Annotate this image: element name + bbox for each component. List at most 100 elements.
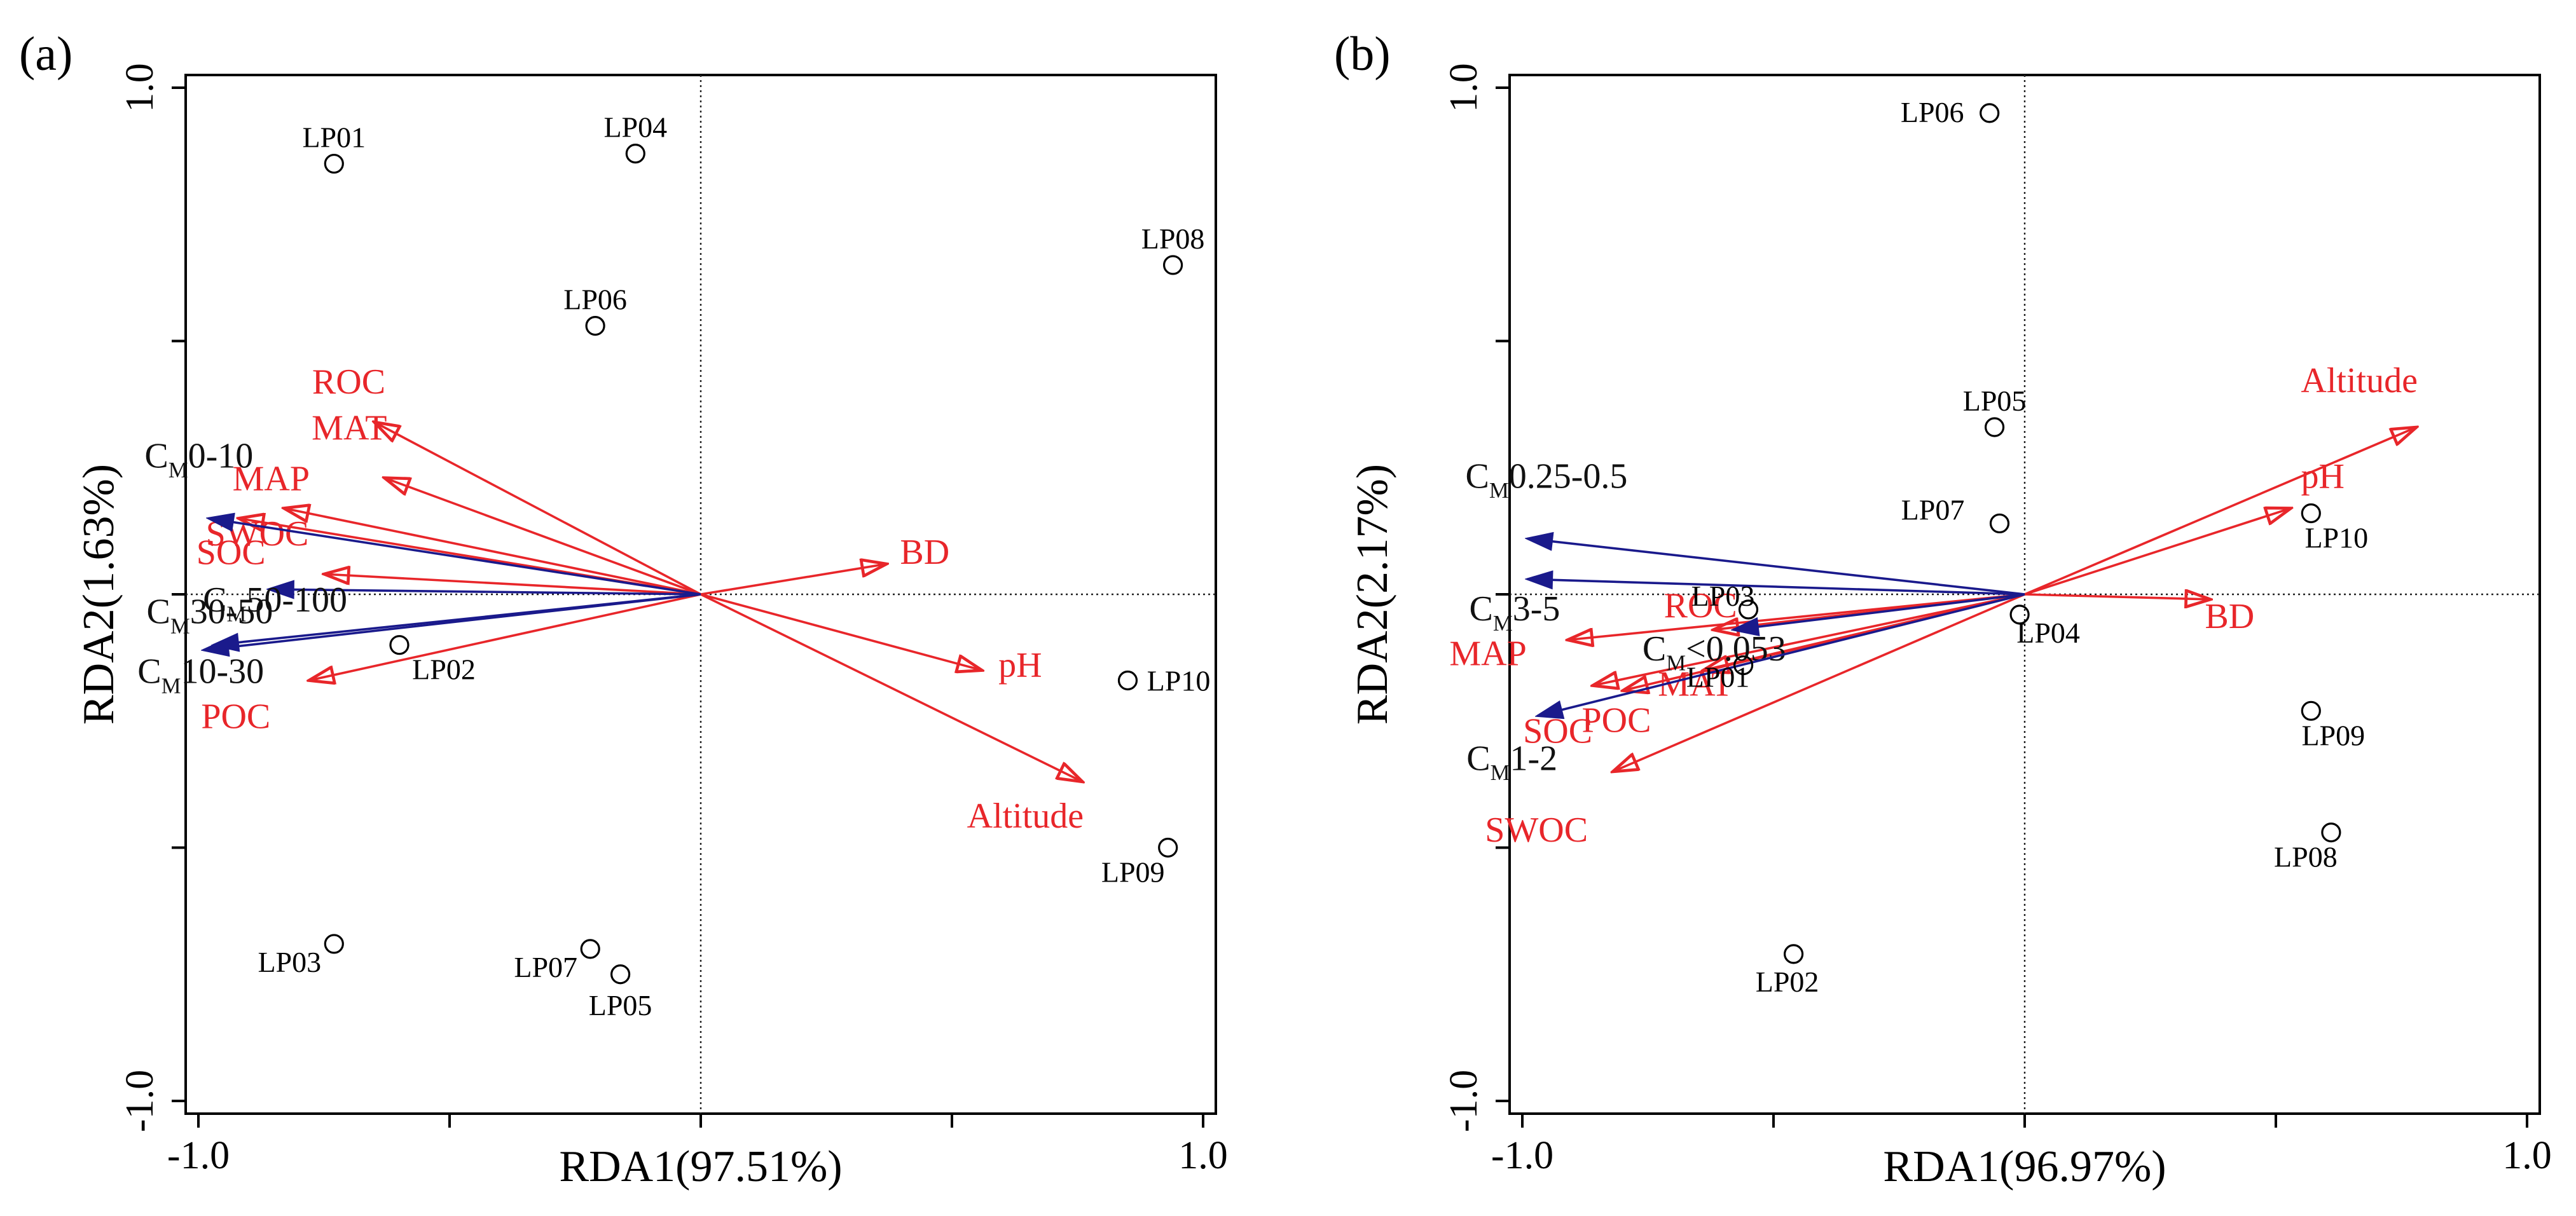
arrow-label-subscript: M: [227, 602, 247, 627]
response-arrow-0-25-0-5-label: CM0.25-0.5: [1465, 456, 1627, 503]
env-arrow-map-label: MAP: [1449, 634, 1526, 674]
arrow-label-main: MAP: [233, 460, 310, 499]
site-lp02-marker: [1784, 944, 1804, 964]
arrow-label-main: C: [203, 580, 226, 620]
arrow-label-subscript: M: [1489, 478, 1509, 503]
site-lp03-label: LP03: [1691, 580, 1755, 612]
site-lp05-marker: [1985, 417, 2005, 437]
arrow-label-suffix: 10-30: [181, 652, 264, 692]
response-arrow-50-100: [269, 589, 701, 594]
arrow-label-main: SOC: [196, 533, 266, 572]
arrow-label-main: C: [144, 436, 168, 475]
response-arrow-3-5-label: CM3-5: [1469, 589, 1560, 636]
site-lp07-marker: [580, 939, 600, 959]
env-arrow-map-label: MAP: [233, 460, 310, 499]
site-lp06-marker: [1980, 103, 2000, 123]
arrow-label-main: C: [1466, 739, 1490, 778]
arrow-label-main: MAT: [312, 409, 387, 448]
site-lp03-marker: [324, 934, 344, 954]
y-axis-title: RDA2(2.17%): [1348, 464, 1397, 725]
arrow-label-subscript: M: [1493, 611, 1513, 636]
site-lp04-label: LP04: [603, 111, 667, 144]
arrow-label-main: POC: [201, 697, 270, 736]
arrow-label-main: C: [1643, 629, 1666, 669]
arrow-label-subscript: M: [1491, 760, 1510, 785]
site-lp08-marker: [2321, 822, 2341, 843]
site-lp03-marker: [1738, 599, 1759, 620]
site-lp10-label: LP10: [2304, 521, 2368, 554]
site-lp01-marker: [1733, 655, 1754, 676]
response-arrow-0-10-label: CM0-10: [144, 436, 253, 482]
arrow-label-main: ROC: [1664, 586, 1737, 625]
site-lp01-marker: [324, 153, 344, 174]
site-lp10-label: LP10: [1147, 664, 1211, 697]
site-lp01-label: LP01: [1686, 661, 1750, 693]
arrow-label-main: Altitude: [2301, 361, 2418, 400]
x-axis-title: RDA1(96.97%): [1883, 1142, 2166, 1191]
site-lp08-label: LP08: [2274, 841, 2338, 873]
env-arrow-poc-label: POC: [1582, 700, 1651, 740]
site-lp02-marker: [389, 635, 410, 655]
site-lp09-label: LP09: [1101, 856, 1165, 889]
site-lp06-label: LP06: [563, 284, 627, 316]
response-arrow-50-100-label: CM50-100: [203, 580, 347, 627]
arrow-label-suffix: 0.25-0.5: [1509, 456, 1628, 496]
arrow-label-main: C: [137, 652, 161, 692]
site-lp03-label: LP03: [258, 946, 321, 978]
env-arrow-map: [1567, 593, 2025, 640]
site-lp01-label: LP01: [302, 121, 366, 154]
site-lp07-marker: [1989, 513, 2010, 534]
env-arrow-swoc: [324, 574, 701, 596]
site-lp07-label: LP07: [514, 951, 577, 983]
env-arrow-altitude-label: Altitude: [2301, 361, 2418, 400]
env-arrow-ph: [700, 593, 982, 671]
response-arrow-30-50-label: CM30-50: [146, 592, 273, 639]
arrow-label-main: C: [146, 592, 170, 632]
response-arrow-0-10: [209, 518, 701, 596]
response-arrow-1-2: [1538, 593, 2025, 716]
arrow-label-suffix: 3-5: [1513, 589, 1560, 629]
arrow-label-subscript: M: [162, 673, 181, 698]
env-arrow-soc-label: SOC: [196, 533, 266, 572]
env-arrow-mat: [384, 478, 701, 596]
site-lp09-marker: [1158, 837, 1178, 858]
panel-label: (b): [1334, 27, 1391, 81]
site-lp06-label: LP06: [1901, 96, 1964, 128]
arrow-label-main: C: [1465, 456, 1489, 496]
arrow-label-main: C: [1469, 589, 1492, 629]
env-arrow-bd-label: BD: [2205, 597, 2254, 636]
response-arrow--0-053-label: CM<0.053: [1643, 629, 1786, 676]
chart-panel-b: -1.0 1.0 1.0 -1.0 RDA1(96.97%) RDA2(2.17%) (b)…: [1334, 27, 2552, 1191]
y-tick-label: 1.0: [1442, 63, 1485, 113]
arrow-label-main: ROC: [312, 362, 385, 402]
response-arrow-10-30: [214, 593, 701, 645]
x-tick-label: -1.0: [167, 1134, 230, 1177]
y-tick-label: 1.0: [118, 63, 162, 113]
y-tick-label: -1.0: [1442, 1070, 1485, 1132]
env-arrow-altitude: [2024, 427, 2416, 596]
arrow-label-main: BD: [2205, 597, 2254, 636]
arrow-label-main: pH: [998, 646, 1042, 685]
site-lp10-marker: [1117, 670, 1138, 691]
arrow-label-suffix: 0-10: [188, 436, 254, 475]
response-arrow-10-30-label: CM10-30: [137, 652, 264, 699]
x-axis-title: RDA1(97.51%): [559, 1142, 842, 1191]
env-arrow-ph: [2024, 509, 2291, 596]
env-arrow-poc: [309, 593, 701, 680]
env-arrow-bd: [2024, 594, 2210, 599]
site-lp08-label: LP08: [1141, 222, 1205, 255]
env-arrow-map: [284, 509, 701, 596]
env-arrow-poc-label: POC: [201, 697, 270, 736]
response-arrow-0-25-0-5: [1527, 538, 2025, 596]
y-axis-title: RDA2(1.63%): [74, 464, 123, 725]
env-arrow-roc-label: ROC: [312, 362, 385, 402]
arrow-label-suffix: 1-2: [1510, 739, 1557, 778]
env-arrow-ph-label: pH: [998, 646, 1042, 685]
site-lp05-label: LP05: [589, 989, 652, 1021]
env-arrow-altitude: [700, 593, 1082, 782]
x-tick-label: 1.0: [2502, 1134, 2552, 1177]
arrow-label-main: Altitude: [967, 796, 1084, 836]
y-tick-label: -1.0: [118, 1070, 162, 1132]
site-lp05-label: LP05: [1963, 385, 2027, 417]
